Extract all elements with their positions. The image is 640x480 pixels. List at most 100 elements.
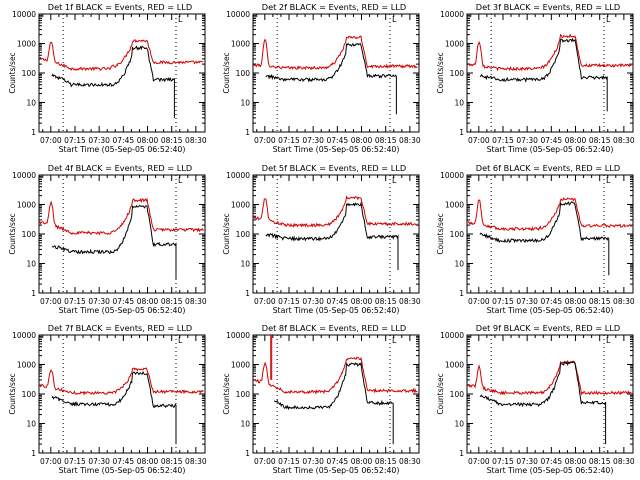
y-tick-label: 1 (245, 449, 250, 458)
y-tick-label: 10 (26, 420, 36, 429)
y-tick-label: 1000 (231, 201, 250, 210)
x-tick-label: 07:00 (40, 297, 62, 306)
x-tick-label: 07:30 (516, 136, 538, 145)
x-axis-label: Start Time (05-Sep-05 06:52:40) (59, 466, 186, 475)
x-tick-label: 08:15 (375, 297, 397, 306)
x-tick-label: 07:00 (40, 457, 62, 466)
y-tick-label: 100 (450, 390, 465, 399)
x-tick-label: 08:30 (613, 457, 635, 466)
events-series-line (265, 201, 399, 270)
x-tick-label: 07:30 (88, 136, 110, 145)
y-axis-label: Counts/sec (8, 213, 17, 254)
chart-panel-det-3f: Det 3f BLACK = Events, RED = LLD L 1 10 100 1… (436, 2, 635, 154)
y-tick-label: 10000 (226, 10, 250, 19)
y-tick-label: 1000 (445, 40, 464, 49)
x-tick-label: 07:45 (327, 136, 349, 145)
y-tick-label: 1000 (231, 361, 250, 370)
marker-label: L (178, 15, 183, 24)
x-tick-label: 08:30 (613, 136, 635, 145)
panel-title: Det 7f BLACK = Events, RED = LLD (48, 323, 192, 333)
x-tick-label: 07:15 (492, 136, 514, 145)
y-tick-label: 1000 (231, 40, 250, 49)
x-tick-label: 07:30 (302, 136, 324, 145)
y-tick-label: 1 (245, 289, 250, 298)
marker-label: L (606, 176, 611, 185)
chart-panel-det-7f: Det 7f BLACK = Events, RED = LLD L 1 10 100 1… (8, 323, 207, 475)
y-tick-label: 1000 (445, 201, 464, 210)
x-tick-label: 08:00 (351, 136, 373, 145)
events-series-line (51, 370, 177, 445)
lld-series-line (253, 35, 418, 71)
x-tick-label: 07:30 (88, 297, 110, 306)
x-tick-label: 08:00 (351, 457, 373, 466)
y-tick-label: 10000 (12, 10, 36, 19)
x-tick-label: 07:45 (327, 457, 349, 466)
x-tick-label: 07:45 (327, 297, 349, 306)
x-tick-label: 07:30 (516, 457, 538, 466)
x-tick-label: 07:00 (254, 297, 276, 306)
lld-series-line (253, 195, 418, 228)
panel-title: Det 2f BLACK = Events, RED = LLD (262, 2, 406, 12)
lld-series-line (467, 197, 632, 232)
chart-panel-det-5f: Det 5f BLACK = Events, RED = LLD L 1 10 100 1… (222, 163, 421, 315)
y-tick-label: 100 (22, 230, 37, 239)
y-axis-label: Counts/sec (222, 373, 231, 414)
y-tick-label: 10 (454, 420, 464, 429)
x-tick-label: 07:15 (64, 297, 86, 306)
chart-panel-det-1f: Det 1f BLACK = Events, RED = LLD L 1 10 100 1… (8, 2, 207, 154)
y-tick-label: 1 (31, 289, 36, 298)
x-tick-label: 08:15 (589, 297, 611, 306)
x-axis-label: Start Time (05-Sep-05 06:52:40) (59, 145, 186, 154)
y-tick-label: 1 (31, 449, 36, 458)
y-tick-label: 1 (459, 449, 464, 458)
panel-title: Det 4f BLACK = Events, RED = LLD (48, 163, 192, 173)
y-axis-label: Counts/sec (8, 52, 17, 93)
y-tick-label: 100 (22, 69, 37, 78)
y-tick-label: 10 (454, 260, 464, 269)
x-tick-label: 08:30 (185, 457, 207, 466)
x-tick-label: 08:30 (613, 297, 635, 306)
y-axis-label: Counts/sec (436, 373, 445, 414)
x-axis-label: Start Time (05-Sep-05 06:52:40) (487, 145, 614, 154)
y-tick-label: 10000 (440, 10, 464, 19)
y-axis-label: Counts/sec (8, 373, 17, 414)
x-tick-label: 07:00 (468, 136, 490, 145)
y-tick-label: 10000 (440, 171, 464, 180)
y-tick-label: 10 (26, 99, 36, 108)
chart-panel-det-6f: Det 6f BLACK = Events, RED = LLD L 1 10 100 1… (436, 163, 635, 315)
y-tick-label: 1000 (17, 201, 36, 210)
y-tick-label: 10 (240, 420, 250, 429)
x-tick-label: 07:15 (64, 457, 86, 466)
x-tick-label: 07:00 (254, 457, 276, 466)
x-tick-label: 07:30 (516, 297, 538, 306)
y-tick-label: 10000 (226, 171, 250, 180)
x-tick-label: 07:00 (254, 136, 276, 145)
y-tick-label: 100 (22, 390, 37, 399)
panel-title: Det 1f BLACK = Events, RED = LLD (48, 2, 192, 12)
x-tick-label: 07:45 (113, 297, 135, 306)
x-tick-label: 08:30 (185, 297, 207, 306)
lld-series-line (39, 38, 204, 72)
x-tick-label: 08:00 (137, 136, 159, 145)
panel-title: Det 9f BLACK = Events, RED = LLD (476, 323, 620, 333)
events-series-line (51, 204, 177, 279)
y-tick-label: 100 (236, 69, 251, 78)
plot-frame (252, 174, 420, 294)
x-tick-label: 07:30 (302, 297, 324, 306)
lld-series-line (39, 197, 204, 236)
marker-label: L (606, 15, 611, 24)
x-tick-label: 07:00 (468, 297, 490, 306)
panel-title: Det 5f BLACK = Events, RED = LLD (262, 163, 406, 173)
lld-series-line (467, 359, 632, 396)
x-tick-label: 08:15 (375, 457, 397, 466)
x-tick-label: 07:45 (113, 136, 135, 145)
marker-label: L (392, 15, 397, 24)
y-tick-label: 10000 (12, 331, 36, 340)
x-tick-label: 07:15 (492, 457, 514, 466)
x-tick-label: 07:45 (541, 136, 563, 145)
x-tick-label: 07:15 (64, 136, 86, 145)
y-axis-label: Counts/sec (222, 213, 231, 254)
plot-frame (252, 13, 420, 133)
events-series-line (479, 201, 610, 276)
panel-title: Det 3f BLACK = Events, RED = LLD (476, 2, 620, 12)
